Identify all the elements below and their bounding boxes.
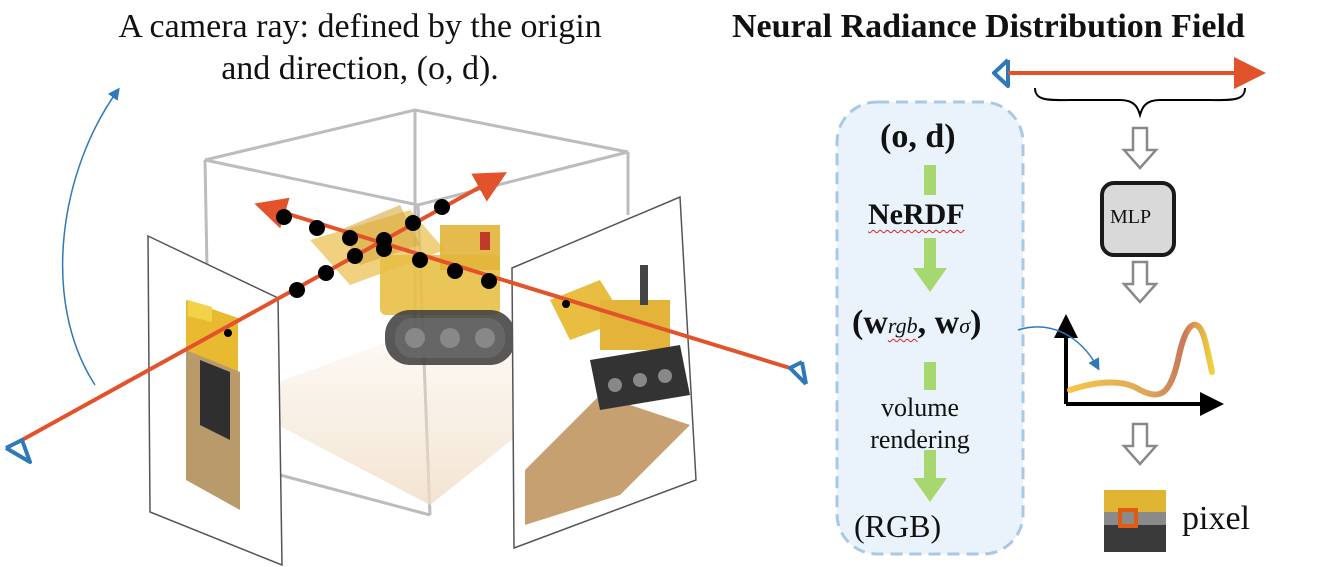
weights-open: ( <box>852 304 864 341</box>
scene-floor <box>230 330 600 505</box>
hollow-down-arrows <box>1121 126 1159 466</box>
flow-weights-label: (wrgb, wσ) <box>852 304 981 342</box>
pixel-thumbnail <box>1104 490 1166 552</box>
flow-model-label: NeRDF <box>868 198 965 231</box>
flow-input-label: (o, d) <box>880 118 956 155</box>
weights-separator: , <box>917 304 935 341</box>
camera-right <box>788 360 808 386</box>
camera-top-right <box>992 58 1010 88</box>
flow-rendering-label: volume rendering <box>870 393 970 454</box>
left-image-plane <box>147 234 283 567</box>
w-sigma-subscript: σ <box>959 313 971 338</box>
w-rgb: w <box>863 304 888 341</box>
distribution-plot <box>1054 314 1224 416</box>
orbit-arrow <box>61 87 120 386</box>
pixel-label: pixel <box>1182 500 1250 537</box>
ray-brace <box>1034 87 1246 119</box>
camera-ray-caption: A camera ray: defined by the origin and … <box>118 8 602 87</box>
flow-arrows <box>913 165 947 502</box>
mlp-box <box>1100 181 1176 257</box>
camera-left <box>4 438 32 464</box>
nerdf-panel <box>835 100 1025 556</box>
w-rgb-subscript: rgb <box>887 313 918 338</box>
flow-output-label: (RGB) <box>854 508 942 544</box>
weights-to-plot-arrow <box>1017 326 1100 371</box>
mlp-label: MLP <box>1110 206 1152 228</box>
w-sigma: w <box>934 304 960 341</box>
distribution-curve <box>1067 321 1215 398</box>
ray-sample-points <box>224 199 570 337</box>
right-image-plane <box>511 195 697 550</box>
diagram-title: Neural Radiance Distribution Field <box>732 8 1245 45</box>
weights-close: ) <box>970 304 982 341</box>
